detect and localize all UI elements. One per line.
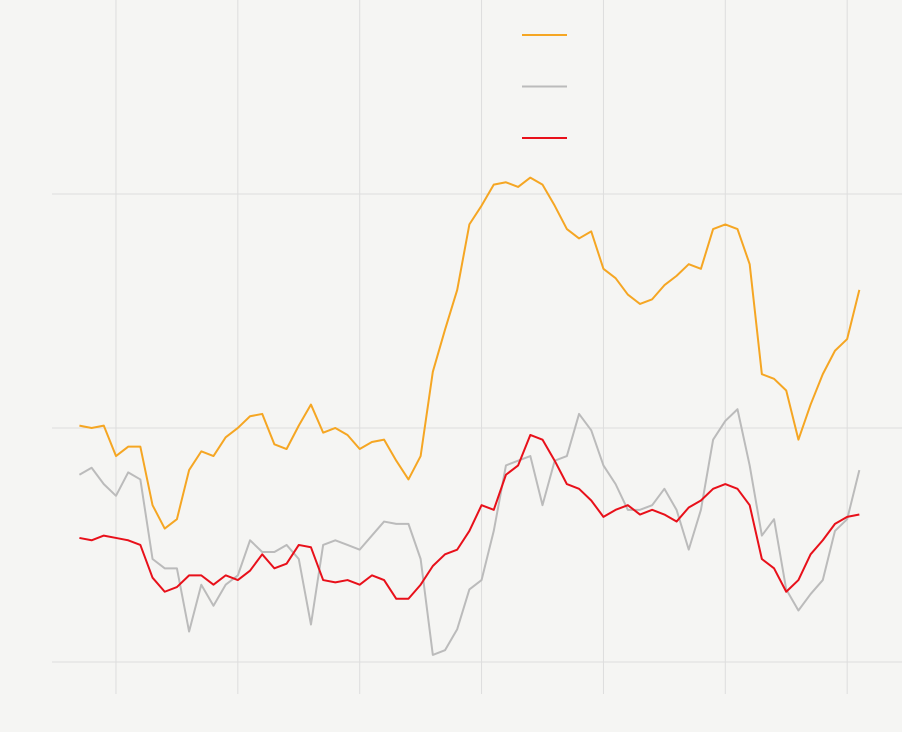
series-line (78, 408, 861, 656)
series-line (79, 433, 860, 600)
series-line (79, 176, 861, 530)
